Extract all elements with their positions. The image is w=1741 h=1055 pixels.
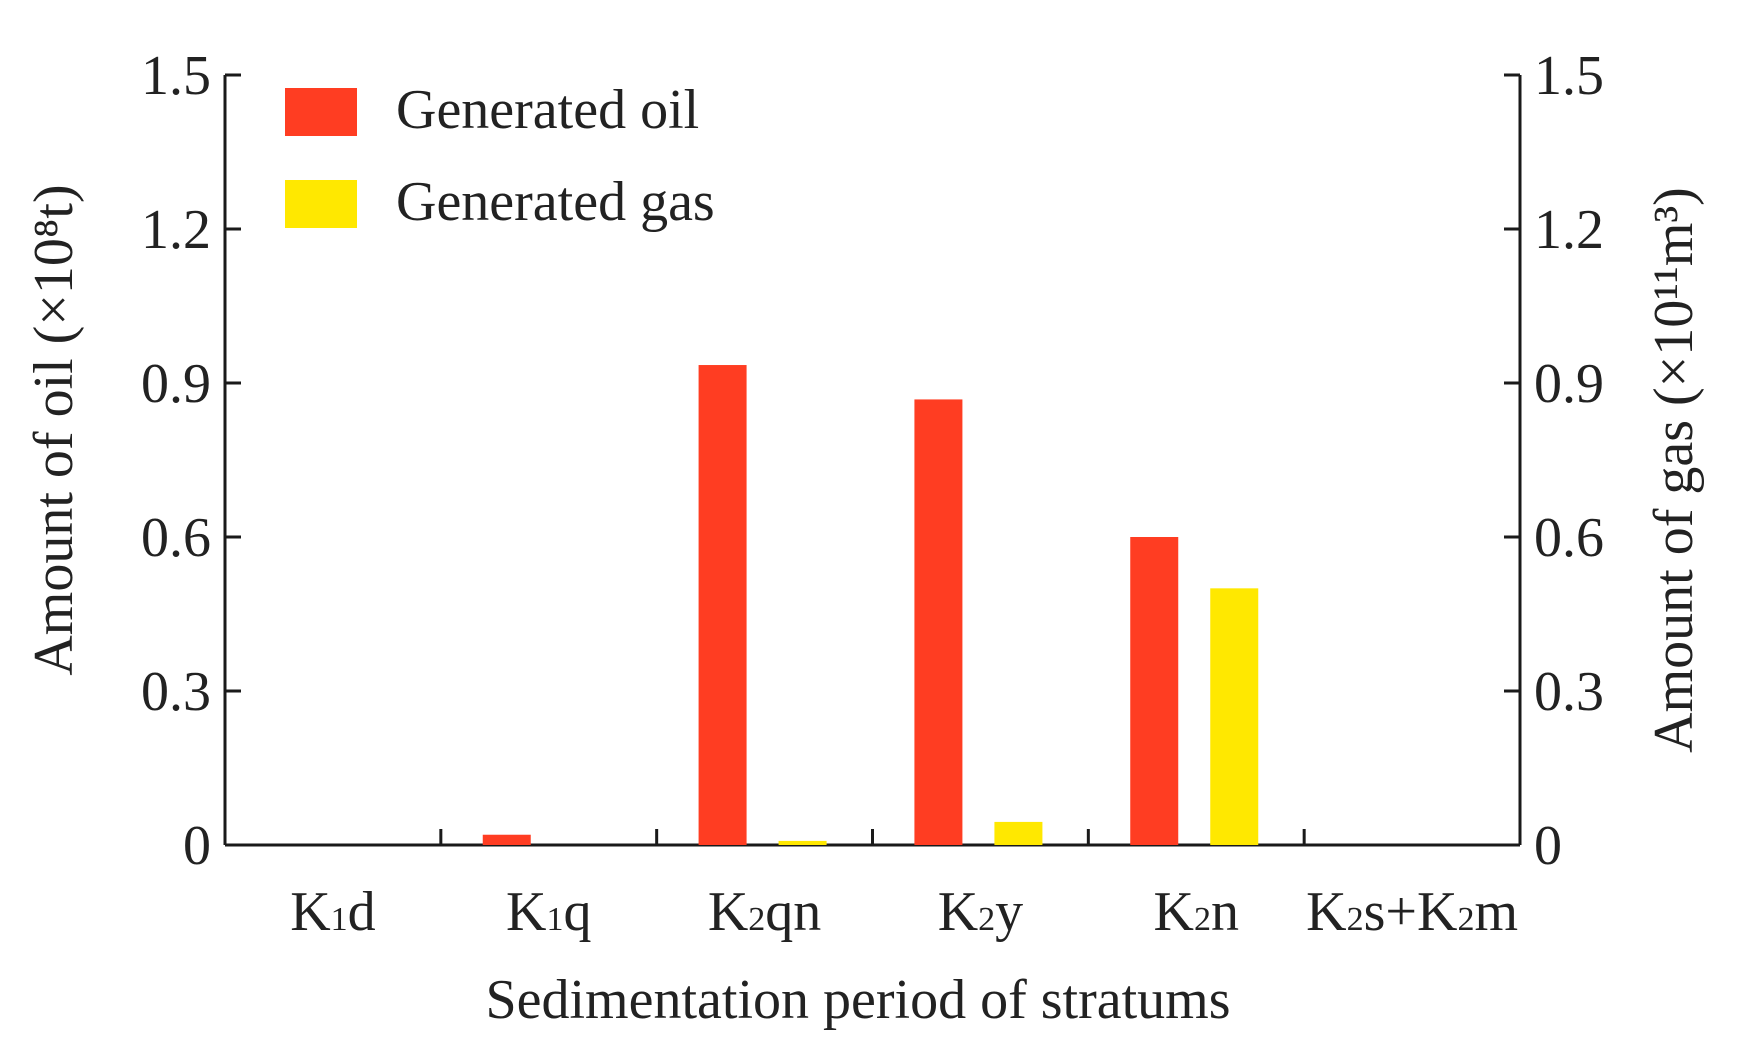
legend-label: Generated gas [396, 171, 715, 233]
left-y-tick-label: 0.6 [141, 507, 211, 569]
category-label: K2s+K2m [1306, 881, 1518, 943]
gas-bar [1210, 588, 1259, 845]
right-y-tick-label: 0.9 [1534, 353, 1604, 415]
left-y-tick-label: 1.2 [141, 199, 211, 261]
category-label: K1d [290, 881, 375, 943]
category-label: K1q [506, 881, 591, 943]
right-y-tick-label: 0.6 [1534, 507, 1604, 569]
bars [482, 365, 1259, 845]
oil-bar [482, 834, 531, 845]
gas-bar [778, 840, 827, 845]
left-y-tick-label: 1.5 [141, 45, 211, 107]
oil-bar [698, 365, 747, 845]
right-y-tick-label: 0 [1534, 815, 1562, 877]
category-labels: K1d K1q K2qn K2y K2n K2s+K2m [290, 881, 1518, 943]
legend-swatch [285, 88, 357, 136]
left-y-axis-title: Amount of oil (×10⁸t) [23, 184, 85, 675]
right-y-tick-label: 0.3 [1534, 661, 1604, 723]
right-y-tick-label: 1.2 [1534, 199, 1604, 261]
category-label: K2qn [708, 881, 821, 943]
category-label: K2y [938, 881, 1023, 943]
gas-bar [994, 821, 1043, 845]
left-y-tick-label: 0 [183, 815, 211, 877]
oil-bar [1130, 537, 1179, 845]
ticks: 0 0.3 0.6 0.9 1.2 1.5 0 0.3 0.6 0.9 1.2 1.5 [141, 45, 1604, 877]
legend: Generated oil Generated gas [285, 79, 715, 233]
left-y-tick-label: 0.9 [141, 353, 211, 415]
oil-bar [914, 399, 963, 845]
left-y-tick-label: 0.3 [141, 661, 211, 723]
legend-swatch [285, 180, 357, 228]
legend-label: Generated oil [396, 79, 699, 141]
right-y-tick-label: 1.5 [1534, 45, 1604, 107]
category-label: K2n [1154, 881, 1239, 943]
right-y-axis-title: Amount of gas (×10¹¹m³) [1643, 187, 1705, 753]
x-axis-title: Sedimentation period of stratums [486, 969, 1231, 1031]
